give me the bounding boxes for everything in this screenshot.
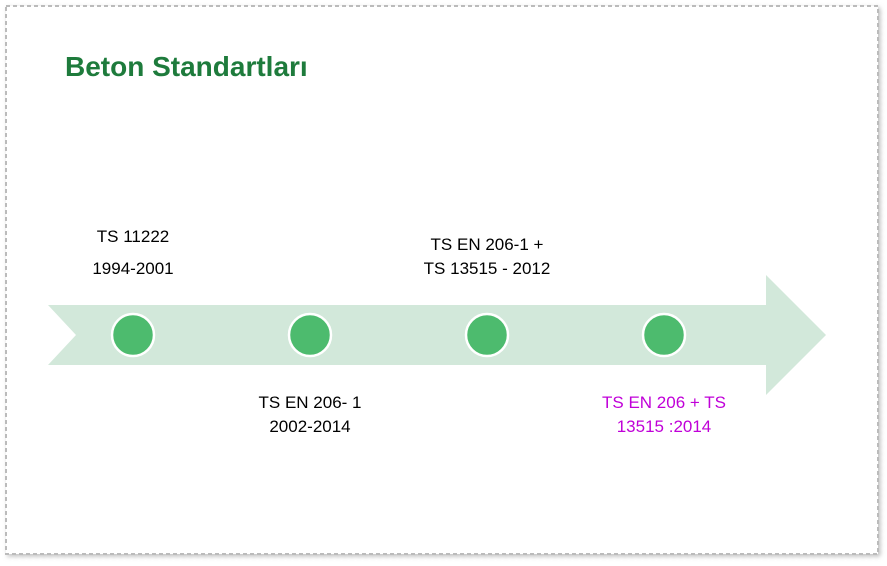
milestone-dot [287,312,333,358]
milestone-label: TS EN 206 + TS [602,393,726,412]
milestone-label: TS EN 206-1 + [431,235,544,254]
timeline-arrow [48,275,826,395]
milestone-dot [464,312,510,358]
milestone-label: 1994-2001 [92,259,173,278]
milestone-dots [110,312,687,358]
milestone-dot [641,312,687,358]
milestone-label: TS EN 206- 1 [259,393,362,412]
slide-frame [5,5,879,555]
milestone-label: TS 11222 [97,227,169,246]
milestone-label: 13515 :2014 [617,417,712,436]
milestone-label: TS 13515 - 2012 [424,259,551,278]
milestone-dot [110,312,156,358]
title: Beton Standartları [65,51,308,82]
milestone-label: 2002-2014 [269,417,350,436]
